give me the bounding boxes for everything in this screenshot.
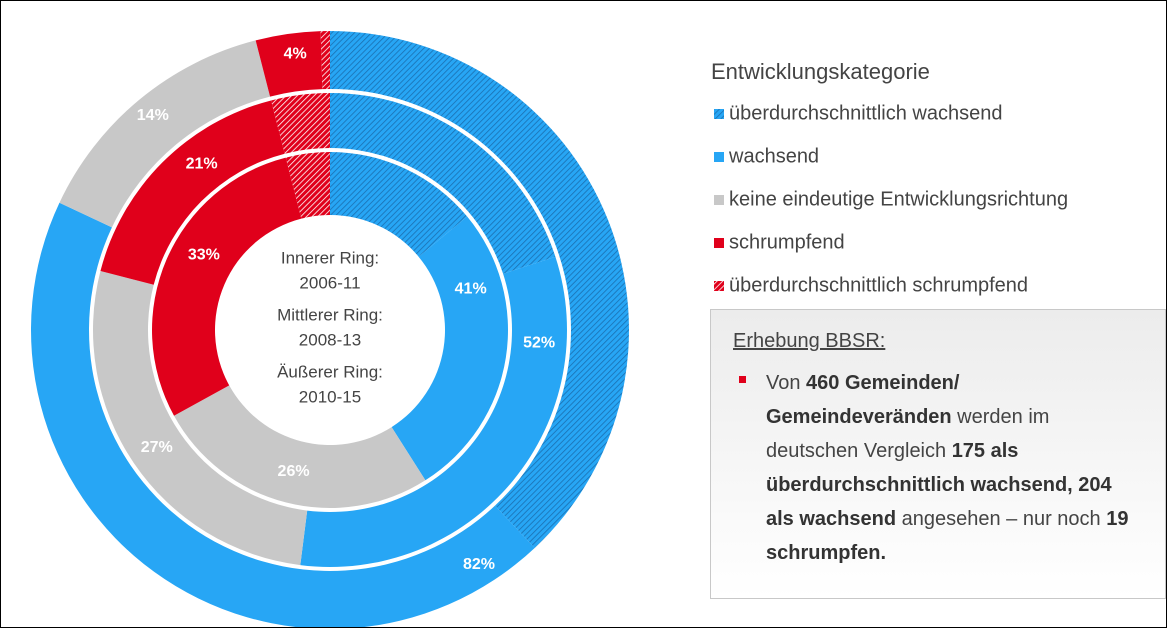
ring-segment — [151, 157, 302, 416]
legend-swatch — [714, 109, 724, 119]
ring-name: Mittlerer Ring: — [277, 305, 383, 324]
legend-label: schrumpfend — [729, 231, 845, 253]
ring-segment — [100, 100, 285, 285]
ring-segment — [31, 202, 535, 627]
legend-swatch — [714, 195, 724, 205]
ring-segment — [320, 31, 330, 90]
legend-label: überdurchschnittlich wachsend — [729, 102, 1003, 124]
legend-swatch — [714, 238, 724, 248]
percent-label: 33% — [188, 247, 220, 264]
percent-label: 14% — [137, 107, 169, 124]
ring-segment — [59, 40, 271, 228]
info-run: angesehen – nur noch — [896, 508, 1107, 530]
percent-label: 52% — [523, 334, 555, 351]
ring-segment — [92, 271, 308, 566]
legend-swatch — [714, 281, 724, 291]
bullet — [739, 376, 746, 383]
ring-period: 2010-15 — [299, 387, 361, 406]
info-run: 460 Gemeinden/ Gemeindeveränden — [766, 372, 960, 428]
ring-segment — [271, 93, 330, 154]
ring-segment — [330, 31, 629, 548]
ring-segment — [255, 31, 323, 97]
legend-label: wachsend — [728, 145, 819, 167]
ring-segment — [285, 152, 330, 219]
percent-label: 41% — [455, 280, 487, 297]
percent-label: 82% — [463, 556, 495, 573]
percent-label: 21% — [186, 156, 218, 173]
legend-swatch — [714, 152, 724, 162]
ring-segment — [391, 216, 509, 481]
ring-segment — [330, 93, 556, 274]
ring-period: 2008-13 — [299, 330, 361, 349]
info-box: Erhebung BBSR: Von 460 Gemeinden/ Gemein… — [710, 309, 1166, 599]
ring-segment — [300, 256, 567, 567]
ring-name: Innerer Ring: — [281, 248, 379, 267]
info-run: 175 als überdurchschnittlich wachsend, 2… — [766, 440, 1112, 530]
percent-label: 4% — [284, 45, 307, 62]
percent-label: 27% — [141, 439, 173, 456]
legend-label: keine eindeutige Entwicklungsrichtung — [729, 188, 1068, 210]
ring-name: Äußerer Ring: — [277, 362, 383, 381]
legend-title: Entwicklungskategorie — [711, 59, 930, 84]
info-run: Von — [766, 372, 807, 394]
percent-label: 26% — [278, 463, 310, 480]
info-text: Von 460 Gemeinden/ Gemeindeveränden werd… — [766, 366, 1141, 570]
info-run: werden im deutschen Vergleich — [766, 406, 1050, 462]
ring-period: 2006-11 — [299, 273, 360, 292]
legend-label: überdurchschnittlich schrumpfend — [729, 274, 1028, 296]
ring-segment — [174, 385, 426, 508]
info-run: 19 schrumpfen. — [766, 508, 1129, 564]
info-title: Erhebung BBSR: — [733, 330, 886, 352]
ring-segment — [330, 152, 468, 257]
